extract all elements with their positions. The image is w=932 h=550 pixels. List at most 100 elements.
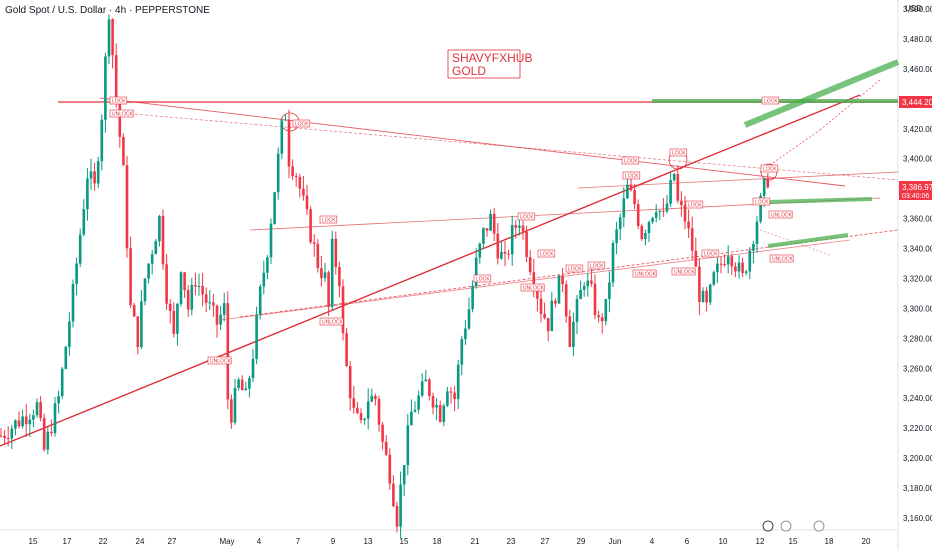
candle-body: [543, 313, 546, 319]
candle-body: [716, 263, 719, 273]
lock-tag: LOCK: [764, 98, 778, 104]
candle-body: [546, 318, 550, 332]
svg-text:SHAVYFXHUB: SHAVYFXHUB: [452, 51, 532, 65]
candle-body: [269, 223, 273, 258]
y-tick-label: 3,480.00: [903, 35, 932, 44]
candle-body: [377, 399, 381, 425]
watermark: SHAVYFXHUB GOLD: [447, 49, 532, 79]
candle-body: [521, 225, 525, 232]
candle-body: [17, 420, 21, 427]
lock-tag-box: [769, 254, 794, 263]
x-tick-label: 18: [825, 537, 834, 546]
candle-body: [0, 435, 3, 437]
lock-tag: LOCK: [568, 266, 582, 272]
lock-tag-box: [109, 96, 128, 105]
x-tick-label: 15: [29, 537, 38, 546]
candles: [0, 14, 770, 539]
candle-body: [680, 200, 683, 206]
candle-body: [323, 272, 327, 279]
candle-body: [460, 339, 464, 365]
lock-tag-box: [517, 212, 536, 221]
x-tick-label: 15: [400, 537, 409, 546]
lock-tag: LOCK: [763, 166, 777, 172]
candle-body: [6, 438, 10, 440]
y-tick-label: 3,220.00: [903, 424, 932, 433]
candle-body: [366, 401, 370, 419]
candle-body: [482, 228, 485, 244]
candle-body: [471, 286, 474, 310]
candle-body: [683, 205, 687, 222]
candle-body: [262, 272, 266, 287]
rising-trendline-extension: [699, 94, 861, 161]
candle-body: [338, 266, 341, 287]
support-band-upper: [767, 197, 873, 204]
candle-body: [194, 284, 197, 287]
candle-body: [204, 294, 208, 303]
lock-tag-box: [622, 171, 641, 180]
chart-title: Gold Spot / U.S. Dollar · 4h · PEPPERSTO…: [5, 5, 210, 16]
candle-body: [35, 402, 39, 416]
candle-body: [442, 405, 446, 422]
candle-body: [651, 217, 654, 222]
candle-body: [233, 387, 237, 423]
candle-body: [222, 303, 226, 315]
candle-body: [388, 454, 392, 484]
candle-body: [21, 416, 24, 427]
candle-body: [114, 55, 118, 100]
candle-body: [75, 263, 78, 284]
candle-body: [28, 419, 32, 425]
lock-tag: LOCK: [520, 214, 534, 220]
candle-body: [752, 243, 755, 251]
lock-tag-box: [207, 356, 232, 365]
candle-body: [413, 409, 417, 412]
candle-body: [42, 418, 46, 450]
candle-body: [39, 402, 42, 419]
candle-body: [140, 301, 143, 348]
x-tick-label: 7: [296, 537, 301, 546]
x-tick-label: 27: [168, 537, 177, 546]
candle-body: [698, 266, 701, 302]
candle-body: [312, 242, 316, 244]
lock-tag: LOCK: [476, 276, 490, 282]
candle-body: [590, 280, 593, 284]
lock-tag-box: [768, 210, 793, 219]
currency-label: USD: [905, 4, 922, 13]
candle-body: [50, 431, 53, 434]
lock-tag-box: [292, 119, 311, 128]
candle-body: [528, 257, 532, 273]
candle-body: [294, 176, 298, 178]
candle-body: [64, 346, 68, 369]
x-tick-label: 29: [577, 537, 586, 546]
candle-body: [359, 413, 363, 421]
candle-body: [622, 198, 626, 218]
candle-body: [158, 215, 161, 242]
y-tick-label: 3,260.00: [903, 364, 932, 373]
support-band-lower: [767, 233, 849, 248]
candle-body: [737, 262, 741, 272]
y-tick-label: 3,460.00: [903, 65, 932, 74]
candle-body: [107, 19, 111, 57]
candle-body: [190, 284, 194, 310]
candle-body: [208, 302, 212, 304]
candle-body: [446, 391, 449, 406]
candle-body: [291, 166, 294, 177]
candle-body: [467, 309, 471, 329]
candle-body: [755, 221, 759, 244]
candle-body: [554, 300, 557, 304]
candle-body: [514, 225, 518, 228]
candle-body: [154, 241, 158, 255]
candle-body: [500, 251, 503, 259]
x-tick-label: 17: [63, 537, 72, 546]
candle-body: [539, 298, 543, 314]
y-tick-label: 3,500.00: [903, 5, 932, 14]
lock-tag: LOCK: [590, 263, 604, 269]
lower-dashed-line: [239, 229, 899, 318]
lock-tag-box: [632, 269, 657, 278]
lock-tag-box: [671, 267, 696, 276]
x-tick-label: 6: [685, 537, 690, 546]
candle-body: [89, 171, 93, 179]
candle-body: [32, 415, 35, 420]
candle-body: [287, 119, 291, 167]
candle-body: [71, 283, 75, 322]
